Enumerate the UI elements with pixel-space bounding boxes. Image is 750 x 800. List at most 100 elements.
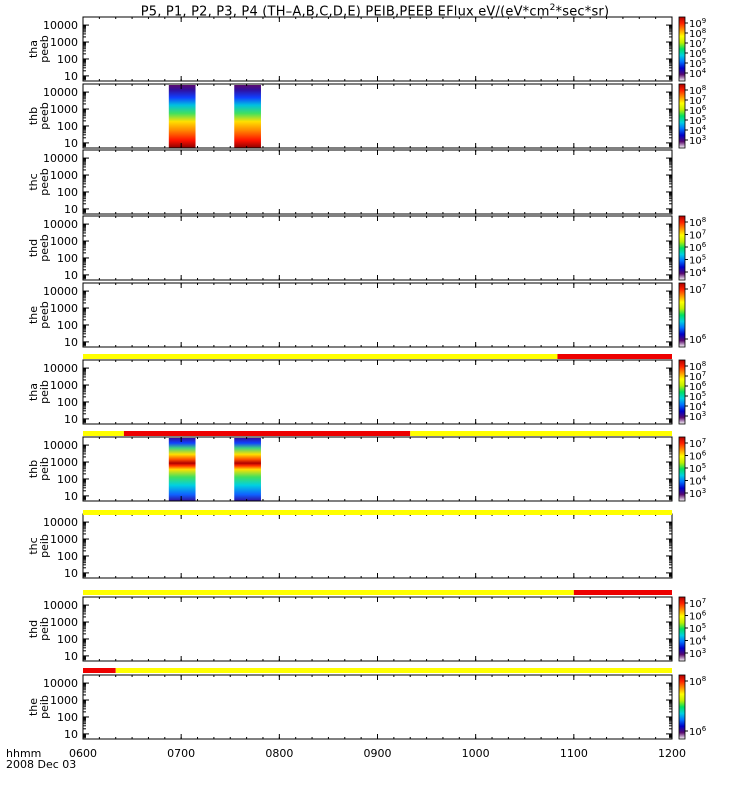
- colorbar: [678, 359, 686, 425]
- colorbar: [678, 83, 686, 149]
- flag-bar-segment: [410, 431, 672, 436]
- colorbar-tick-label: 103: [689, 134, 706, 147]
- colorbar-tick-label: 106: [689, 450, 707, 463]
- page-title: P5, P1, P2, P3, P4 (TH–A,B,C,D,E) PEIB,P…: [0, 0, 750, 20]
- colorbar: [678, 16, 686, 82]
- colorbar-tick-label: 107: [689, 229, 706, 242]
- y-tick-label: 1000: [50, 36, 78, 49]
- y-tick-label: 100: [57, 53, 78, 66]
- panel-probe-label: thd: [27, 620, 40, 638]
- flag-bar-segment: [573, 590, 672, 595]
- spectrogram-block: [234, 85, 261, 148]
- y-tick-label: 10000: [43, 677, 78, 690]
- panel-species-label: peib: [38, 534, 51, 558]
- y-tick-label: 10: [64, 728, 78, 741]
- spectrogram-block: [168, 438, 196, 501]
- x-tick-label: 0700: [167, 747, 195, 760]
- colorbar-tick-label: 103: [689, 647, 706, 660]
- flag-bar-segment: [83, 668, 116, 673]
- colorbar: [678, 215, 686, 281]
- y-tick-label: 10000: [43, 362, 78, 375]
- panel-species-label: peib: [38, 695, 51, 719]
- panel-probe-label: thd: [27, 239, 40, 257]
- x-tick-label: 0800: [265, 747, 293, 760]
- panel-frame: [82, 674, 673, 740]
- y-tick-label: 100: [57, 252, 78, 265]
- panel-frame: [82, 596, 673, 662]
- panel-frame: [82, 513, 673, 579]
- flag-bar-segment: [83, 431, 124, 436]
- y-tick-label: 1000: [50, 616, 78, 629]
- y-tick-label: 10: [64, 650, 78, 663]
- colorbar-tick-label: 105: [689, 57, 706, 70]
- flag-bar: [83, 354, 672, 359]
- panel-species-label: peeb: [38, 301, 51, 329]
- colorbar-tick-label: 109: [689, 17, 706, 30]
- y-tick-label: 100: [57, 120, 78, 133]
- colorbar-tick-label: 108: [689, 27, 706, 40]
- colorbar-tick-label: 103: [689, 410, 706, 423]
- panel-probe-label: tha: [27, 40, 40, 58]
- y-tick-label: 1000: [50, 379, 78, 392]
- y-tick-label: 100: [57, 550, 78, 563]
- panel-species-label: peeb: [38, 102, 51, 130]
- panel-probe-label: the: [27, 306, 40, 324]
- panel-probe-label: thc: [27, 173, 40, 190]
- panel-species-label: peib: [38, 457, 51, 481]
- y-tick-label: 10000: [43, 152, 78, 165]
- colorbar-tick-label: 108: [689, 360, 706, 373]
- panel-frame: [82, 359, 673, 425]
- colorbar-tick-label: 107: [689, 597, 706, 610]
- y-tick-label: 10: [64, 490, 78, 503]
- y-tick-label: 100: [57, 319, 78, 332]
- colorbar-tick-label: 105: [689, 114, 706, 127]
- y-tick-label: 10: [64, 567, 78, 580]
- colorbar: [678, 436, 686, 502]
- spectrogram-block: [234, 438, 261, 501]
- x-tick-label: 1000: [462, 747, 490, 760]
- y-tick-label: 10000: [43, 86, 78, 99]
- y-tick-label: 100: [57, 633, 78, 646]
- panel-species-label: peeb: [38, 168, 51, 196]
- colorbar-tick-label: 107: [689, 94, 706, 107]
- colorbar-tick-label: 104: [689, 266, 707, 279]
- y-tick-label: 1000: [50, 103, 78, 116]
- y-tick-label: 1000: [50, 533, 78, 546]
- spectrogram-block: [168, 85, 196, 148]
- y-tick-label: 10000: [43, 599, 78, 612]
- flag-bar: [83, 431, 672, 436]
- colorbar-tick-label: 106: [689, 380, 707, 393]
- panel-frame: [82, 282, 673, 348]
- panel-probe-label: thb: [27, 107, 40, 125]
- colorbar-tick-label: 106: [689, 241, 707, 254]
- y-tick-label: 10: [64, 413, 78, 426]
- panel-species-label: peib: [38, 380, 51, 404]
- y-tick-label: 10: [64, 336, 78, 349]
- colorbar-tick-label: 107: [689, 437, 706, 450]
- colorbar-tick-label: 106: [689, 104, 707, 117]
- y-tick-label: 10: [64, 269, 78, 282]
- time-axis-date: 2008 Dec 03: [6, 758, 76, 771]
- y-tick-label: 10: [64, 137, 78, 150]
- y-tick-label: 1000: [50, 169, 78, 182]
- flag-bar-segment: [115, 668, 672, 673]
- flag-bar-segment: [557, 354, 672, 359]
- y-tick-label: 10: [64, 70, 78, 83]
- y-tick-label: 1000: [50, 456, 78, 469]
- x-tick-label: 1100: [560, 747, 588, 760]
- colorbar-tick-label: 106: [689, 725, 707, 738]
- colorbar-tick-label: 104: [689, 67, 707, 80]
- y-tick-label: 1000: [50, 302, 78, 315]
- flag-bar-segment: [83, 354, 558, 359]
- y-tick-label: 100: [57, 396, 78, 409]
- flag-bar-segment: [123, 431, 411, 436]
- colorbar-tick-label: 108: [689, 216, 706, 229]
- colorbar: [678, 674, 686, 740]
